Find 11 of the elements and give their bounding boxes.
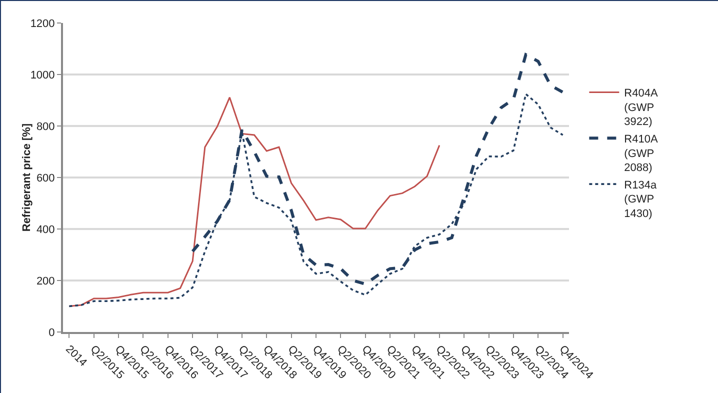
legend-label: R134a (GWP 1430) — [624, 179, 658, 220]
y-tick-label: 1000 — [30, 69, 55, 82]
y-axis-title: Refrigerant price [%] — [21, 123, 33, 232]
y-tick-label: 800 — [36, 120, 55, 133]
legend-label: R410A (GWP 2088) — [624, 133, 658, 174]
y-tick-label: 200 — [36, 275, 55, 288]
legend-label: R404A (GWP 3922) — [624, 88, 658, 128]
y-tick-label: 600 — [36, 172, 55, 184]
y-tick-label: 1200 — [30, 18, 55, 30]
y-tick-label: 400 — [36, 224, 55, 236]
y-tick-label: 0 — [48, 326, 55, 339]
